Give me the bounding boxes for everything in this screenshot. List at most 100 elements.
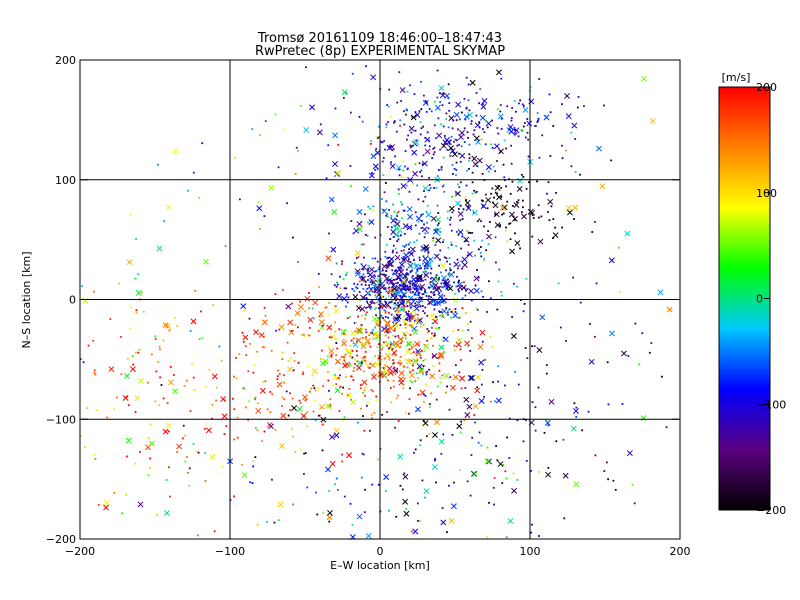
- data-point: [392, 379, 395, 382]
- data-point: [456, 337, 463, 344]
- data-point: [437, 293, 444, 300]
- data-point: [509, 222, 512, 225]
- data-point: [356, 287, 359, 290]
- data-point: [371, 283, 378, 290]
- data-point: [512, 215, 518, 222]
- data-point: [431, 301, 434, 304]
- data-point: [386, 266, 389, 269]
- data-point: [380, 373, 383, 376]
- data-point: [577, 96, 580, 98]
- data-point: [401, 203, 403, 206]
- data-point: [336, 281, 338, 284]
- data-point: [486, 207, 489, 210]
- data-point: [361, 120, 364, 123]
- data-point: [398, 174, 401, 177]
- data-point: [415, 272, 417, 274]
- data-point: [343, 356, 345, 359]
- data-point: [499, 224, 502, 227]
- data-point: [396, 342, 399, 345]
- data-point: [387, 262, 390, 265]
- data-point: [406, 168, 409, 171]
- data-point: [455, 244, 458, 247]
- data-point: [433, 304, 436, 306]
- data-point: [478, 359, 485, 366]
- data-point: [367, 205, 370, 208]
- data-point: [633, 502, 636, 505]
- data-point: [384, 310, 387, 313]
- data-point: [292, 236, 294, 239]
- data-point: [294, 324, 297, 327]
- data-point: [450, 244, 453, 246]
- data-point: [321, 324, 324, 327]
- data-point: [82, 361, 85, 364]
- data-point: [221, 465, 224, 468]
- data-point: [493, 196, 495, 199]
- data-point: [459, 348, 462, 351]
- data-point: [508, 457, 511, 459]
- data-point: [438, 292, 441, 295]
- data-point: [489, 336, 492, 338]
- data-point: [374, 321, 381, 328]
- data-point: [397, 193, 400, 195]
- data-point: [130, 306, 133, 309]
- data-point: [422, 99, 429, 106]
- data-point: [444, 135, 446, 137]
- data-point: [428, 295, 430, 298]
- data-point: [517, 135, 520, 138]
- data-point: [389, 163, 396, 170]
- data-point: [574, 170, 577, 173]
- data-point: [382, 273, 384, 276]
- data-point: [446, 531, 448, 534]
- data-point: [428, 139, 431, 142]
- data-point: [387, 316, 390, 319]
- data-point: [134, 277, 137, 280]
- data-point: [511, 205, 514, 207]
- data-point: [467, 136, 470, 139]
- data-point: [413, 262, 416, 265]
- data-point: [341, 89, 348, 96]
- data-point: [211, 417, 213, 420]
- data-point: [369, 308, 372, 310]
- data-point: [414, 378, 417, 381]
- data-point: [519, 299, 522, 301]
- data-point: [627, 355, 630, 357]
- data-point: [241, 331, 244, 334]
- data-point: [399, 279, 402, 282]
- data-point: [252, 465, 255, 468]
- data-point: [422, 393, 425, 396]
- data-point: [126, 259, 133, 266]
- data-point: [474, 254, 476, 257]
- data-point: [445, 269, 447, 272]
- data-point: [496, 127, 499, 129]
- data-point: [163, 220, 166, 223]
- data-point: [328, 301, 331, 304]
- data-point: [359, 387, 362, 390]
- data-point: [398, 168, 400, 171]
- data-point: [508, 223, 510, 225]
- data-point: [409, 280, 412, 283]
- data-point: [416, 239, 418, 242]
- data-point: [351, 288, 354, 290]
- data-point: [478, 121, 480, 124]
- data-point: [596, 145, 602, 152]
- data-point: [113, 492, 116, 494]
- data-point: [385, 489, 387, 492]
- data-point: [471, 155, 478, 162]
- data-point: [406, 285, 409, 287]
- data-point: [425, 383, 428, 386]
- data-point: [428, 368, 431, 371]
- data-point: [345, 350, 348, 352]
- data-point: [400, 100, 403, 102]
- data-point: [264, 120, 267, 122]
- data-point: [392, 273, 394, 276]
- data-point: [283, 381, 285, 384]
- data-point: [149, 467, 152, 470]
- data-point: [509, 192, 512, 195]
- data-point: [438, 362, 441, 365]
- data-point: [422, 255, 429, 262]
- data-point: [362, 415, 364, 417]
- data-point: [403, 288, 406, 291]
- data-point: [563, 517, 566, 520]
- data-point: [412, 258, 415, 261]
- data-point: [388, 105, 390, 108]
